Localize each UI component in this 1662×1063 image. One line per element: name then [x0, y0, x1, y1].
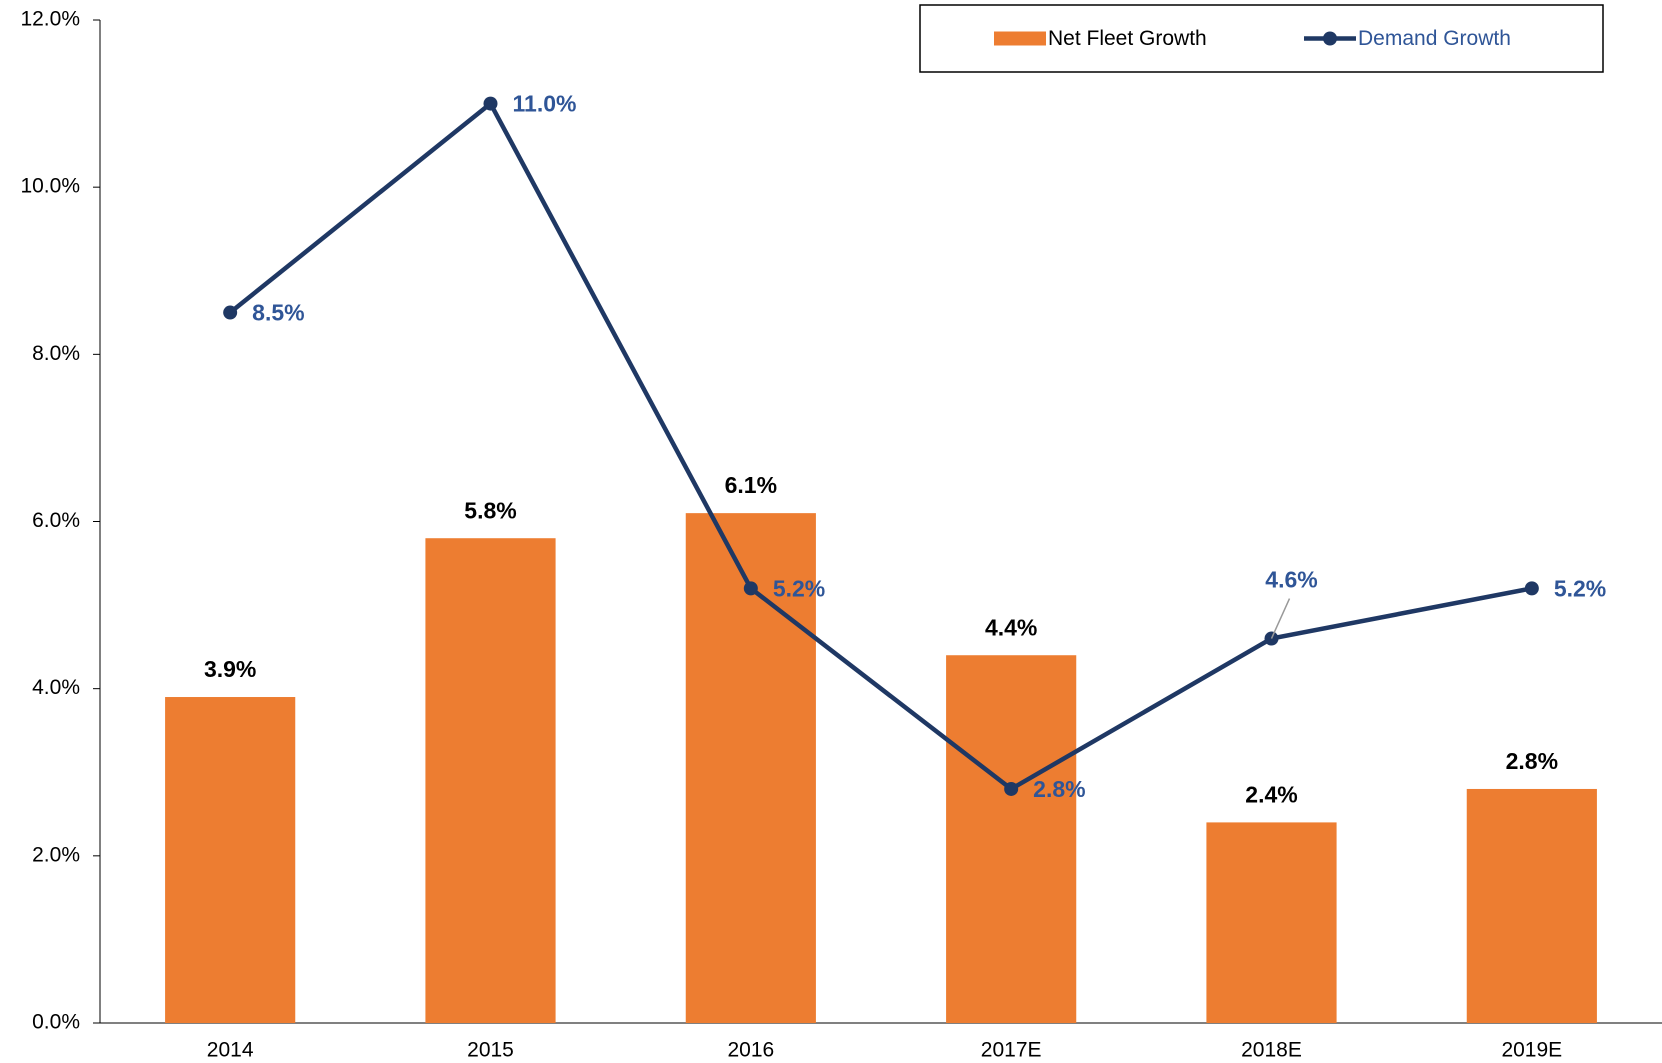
data-label: 6.1%	[725, 472, 777, 498]
data-label: 5.2%	[1554, 575, 1606, 601]
bar	[165, 697, 296, 1023]
bar	[1466, 788, 1597, 1023]
data-label: 2.8%	[1033, 776, 1085, 802]
bar	[685, 513, 816, 1023]
y-tick-label: 12.0%	[20, 8, 80, 31]
legend-label: Net Fleet Growth	[1048, 27, 1207, 50]
line-point	[1524, 581, 1539, 596]
x-tick-label: 2019E	[1501, 1039, 1562, 1062]
line-point	[1004, 781, 1019, 796]
line-point	[483, 96, 498, 111]
x-tick-label: 2016	[727, 1039, 774, 1062]
data-label: 5.8%	[464, 497, 516, 523]
line	[228, 100, 1533, 792]
legend-swatch	[994, 31, 1046, 46]
data-label: 3.9%	[204, 656, 256, 682]
bar	[1206, 822, 1337, 1023]
x-tick-label: 2018E	[1241, 1039, 1302, 1062]
line-point	[743, 581, 758, 596]
x-tick-label: 2017E	[981, 1039, 1042, 1062]
data-label: 2.8%	[1506, 748, 1558, 774]
legend-label: Demand Growth	[1358, 27, 1511, 50]
leader-line	[1270, 598, 1291, 639]
data-label: 8.5%	[252, 300, 304, 326]
x-tick-label: 2015	[467, 1039, 514, 1062]
data-label: 11.0%	[513, 91, 577, 117]
y-tick-label: 4.0%	[32, 676, 80, 699]
bar	[946, 655, 1077, 1023]
y-tick-label: 6.0%	[32, 509, 80, 532]
line-point	[223, 305, 238, 320]
data-label: 5.2%	[773, 575, 825, 601]
y-tick-label: 10.0%	[20, 175, 80, 198]
y-tick-label: 0.0%	[32, 1011, 80, 1034]
legend-marker	[1323, 31, 1337, 46]
y-tick-label: 2.0%	[32, 843, 80, 866]
data-label: 2.4%	[1245, 781, 1297, 807]
data-label: 4.6%	[1265, 567, 1317, 593]
x-tick-label: 2014	[207, 1039, 254, 1062]
data-label: 4.4%	[985, 614, 1037, 640]
bar	[425, 538, 556, 1023]
y-tick-label: 8.0%	[32, 342, 80, 365]
